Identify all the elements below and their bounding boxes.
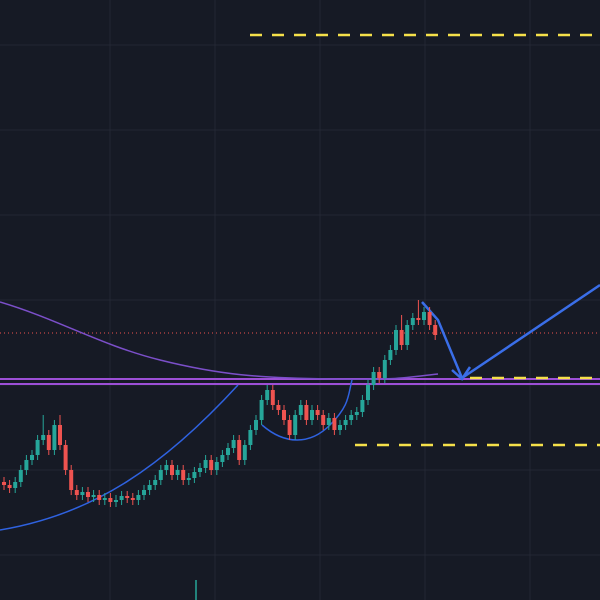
candle-body [237, 440, 242, 460]
candle-body [242, 445, 247, 460]
candle-body [13, 482, 18, 488]
candle-body [69, 470, 74, 490]
candle-body [298, 405, 303, 415]
candle-body [293, 415, 298, 435]
candle-body [153, 480, 158, 485]
candle-body [276, 405, 281, 410]
candle-body [427, 312, 432, 325]
candle-body [214, 462, 219, 470]
candle-body [186, 478, 191, 480]
candle-body [315, 410, 320, 415]
candle-body [58, 425, 62, 445]
candle-body [86, 492, 90, 497]
candle-body [175, 470, 180, 475]
candle-body [164, 465, 169, 470]
candle-body [343, 420, 348, 425]
candle-body [125, 496, 130, 498]
cup-curve [0, 384, 239, 531]
candle-body [377, 372, 382, 378]
candle-body [338, 425, 342, 430]
candle-body [74, 490, 79, 495]
candle-body [394, 330, 398, 350]
candle-body [119, 496, 124, 500]
candle-body [91, 495, 96, 497]
candle-body [220, 455, 225, 462]
candle-body [2, 482, 6, 485]
candle-body [97, 495, 102, 500]
arrow-head [451, 366, 472, 381]
candle-body [170, 465, 174, 475]
candle-body [366, 385, 370, 400]
candle-body [399, 330, 404, 345]
candle-body [203, 460, 208, 468]
candle-body [254, 420, 258, 430]
moving-average [0, 301, 439, 381]
candle-body [18, 470, 23, 482]
candle-body [248, 430, 253, 445]
candle-body [405, 325, 410, 345]
candle-body [63, 445, 68, 470]
candle-body [30, 455, 34, 460]
candle-body [231, 440, 236, 448]
candle-body [142, 490, 146, 495]
candle-body [136, 495, 141, 500]
candle-body [80, 492, 85, 495]
candle-body [422, 312, 426, 320]
candle-body [433, 325, 438, 335]
candle-body [226, 448, 230, 455]
candle-body [198, 468, 202, 472]
candle-body [114, 500, 118, 502]
candle-body [354, 412, 359, 415]
candles [2, 300, 438, 507]
candle-body [209, 460, 214, 470]
candle-body [410, 318, 415, 325]
candle-body [388, 350, 393, 360]
candle-body [24, 460, 29, 470]
candle-body [287, 420, 292, 435]
candle-body [52, 425, 57, 450]
candle-body [108, 498, 113, 502]
handle-curve [261, 379, 353, 441]
candle-body [371, 372, 376, 385]
candle-body [130, 498, 135, 500]
candle-body [416, 318, 421, 320]
candle-body [259, 400, 264, 420]
candle-body [326, 418, 331, 425]
candle-body [270, 390, 275, 405]
candle-body [181, 470, 186, 480]
candle-body [332, 418, 337, 430]
candle-body [7, 485, 12, 488]
candle-body [35, 440, 40, 455]
candle-body [349, 415, 354, 420]
candle-body [282, 410, 286, 420]
candle-body [192, 472, 197, 478]
candle-body [360, 400, 365, 412]
candle-body [265, 390, 270, 400]
candle-body [321, 415, 326, 425]
candle-body [41, 435, 46, 440]
candle-body [382, 360, 387, 378]
candle-body [147, 485, 152, 490]
candle-body [158, 470, 163, 480]
candle-body [102, 498, 107, 500]
candle-body [304, 405, 309, 420]
candle-body [310, 410, 314, 420]
candle-body [46, 435, 51, 450]
